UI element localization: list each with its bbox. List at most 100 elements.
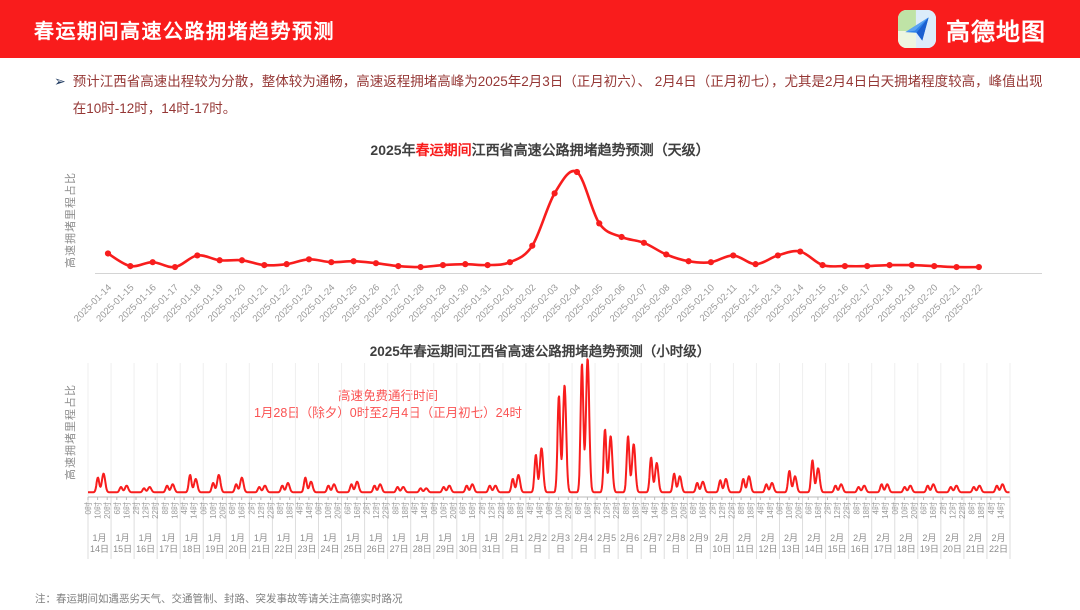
date-label: 1月 29日 (436, 533, 455, 554)
daily-x-tick-labels: 2025-01-142025-01-152025-01-162025-01-17… (72, 282, 985, 324)
daily-data-point (238, 257, 246, 264)
hour-tick-label: 0时 (198, 502, 208, 514)
date-label: 2月 18日 (897, 533, 916, 554)
daily-data-point (752, 261, 759, 268)
page-title: 春运期间高速公路拥堵趋势预测 (34, 20, 335, 43)
hour-tick-label: 10时 (899, 502, 909, 519)
daily-data-point (283, 261, 290, 268)
hour-tick-label: 2时 (246, 502, 256, 514)
daily-title-highlight: 春运期间 (415, 142, 472, 158)
brand-name: 高德地图 (946, 18, 1046, 46)
hour-tick-label: 8时 (967, 502, 977, 514)
hour-tick-label: 22时 (611, 502, 621, 519)
date-label: 1月 27日 (390, 533, 409, 554)
daily-data-point (931, 262, 938, 270)
date-label: 1月 17日 (159, 533, 178, 554)
hour-tick-label: 20时 (333, 502, 343, 519)
daily-data-point (774, 252, 782, 259)
hour-tick-label: 10时 (669, 502, 679, 519)
date-label: 2月 17日 (874, 533, 893, 554)
hour-tick-label: 4时 (525, 502, 535, 514)
date-label: 2月 16日 (851, 533, 870, 554)
date-label: 2月7 日 (643, 533, 662, 554)
hour-tick-label: 18时 (400, 502, 410, 519)
daily-data-point (529, 242, 536, 249)
daily-data-point (640, 239, 648, 246)
date-label: 2月 19日 (920, 533, 939, 554)
hour-tick-label: 10时 (323, 502, 333, 519)
hour-tick-label: 2时 (823, 502, 833, 514)
hour-tick-label: 12时 (832, 502, 842, 519)
daily-data-point (551, 190, 558, 197)
daily-data-point (953, 263, 960, 271)
daily-data-point (216, 257, 223, 264)
hour-tick-label: 4时 (755, 502, 765, 514)
summary-text: 预计江西省高速出程较为分散，整体较为通畅，高速返程拥堵高峰为2025年2月3日（… (72, 74, 1043, 116)
footer-note: 注：春运期间如遇恶劣天气、交通管制、封路、突发事故等请关注高德实时路况 (35, 593, 403, 605)
date-label: 2月2 日 (528, 533, 547, 554)
hour-tick-label: 6时 (112, 502, 122, 514)
hour-tick-label: 16时 (352, 502, 362, 519)
daily-data-point (730, 252, 737, 259)
hour-tick-label: 16时 (698, 502, 708, 519)
hour-tick-label: 22时 (842, 502, 852, 519)
hour-tick-label: 20时 (909, 502, 919, 519)
header-bar: 春运期间高速公路拥堵趋势预测 高德地图 (0, 0, 1080, 58)
hour-tick-label: 6时 (803, 502, 813, 514)
daily-data-point (886, 262, 893, 269)
hour-tick-label: 14时 (650, 502, 660, 519)
daily-data-point (439, 262, 447, 269)
daily-title-suffix: 江西省高速公路拥堵趋势预测（天级） (471, 142, 710, 158)
hour-tick-label: 20时 (102, 502, 112, 519)
date-label: 1月 15日 (113, 533, 132, 554)
daily-data-point (596, 220, 603, 227)
hour-tick-label: 10时 (438, 502, 448, 519)
hour-tick-label: 22时 (150, 502, 160, 519)
date-label: 2月1 日 (505, 533, 524, 554)
daily-data-point (573, 168, 581, 176)
hour-tick-label: 2时 (592, 502, 602, 514)
hour-tick-label: 14时 (304, 502, 314, 519)
hour-tick-label: 2时 (362, 502, 372, 514)
date-label: 2月5 日 (597, 533, 616, 554)
date-label: 2月 11日 (736, 533, 754, 554)
hour-tick-label: 8时 (506, 502, 516, 514)
date-label: 2月 20日 (943, 533, 962, 554)
hour-tick-label: 22时 (957, 502, 967, 519)
hour-tick-label: 8时 (390, 502, 400, 514)
hourly-chart-plot: 0时 10时 20时 6时 16时 2时 12时 22时 8时 18时 4时 14时 0时 10时 20时 6… (83, 358, 1011, 559)
hour-tick-label: 8时 (851, 502, 861, 514)
date-label: 1月 18日 (182, 533, 201, 554)
date-label: 2月4 日 (574, 533, 593, 554)
hourly-day-gridlines (87, 363, 1011, 559)
daily-data-point (104, 250, 112, 257)
hour-tick-label: 10时 (208, 502, 218, 519)
daily-data-point (194, 252, 201, 259)
hour-tick-label: 4时 (986, 502, 996, 514)
date-label: 2月9 日 (689, 533, 708, 554)
hour-tick-label: 6时 (688, 502, 698, 514)
daily-data-point (663, 251, 670, 258)
date-label: 1月 19日 (205, 533, 224, 554)
hour-tick-label: 20时 (794, 502, 804, 519)
date-label: 1月 31日 (482, 533, 501, 554)
hour-tick-label: 8时 (736, 502, 746, 514)
daily-data-point (819, 262, 826, 269)
hour-tick-label: 10时 (554, 502, 564, 519)
date-label: 1月 24日 (321, 533, 340, 554)
hour-tick-label: 16时 (121, 502, 131, 519)
hour-tick-label: 12时 (486, 502, 496, 519)
hour-tick-label: 16时 (467, 502, 477, 519)
daily-data-point (261, 262, 268, 269)
daily-data-point (864, 262, 871, 270)
hour-tick-label: 0时 (775, 502, 785, 514)
daily-data-point (908, 262, 915, 269)
daily-line-path (106, 169, 981, 269)
hour-tick-label: 18时 (630, 502, 640, 519)
daily-data-point (149, 259, 156, 266)
date-label: 2月 12日 (758, 533, 777, 554)
date-label: 1月 23日 (297, 533, 316, 554)
date-label: 2月 14日 (805, 533, 824, 554)
hour-tick-label: 6时 (227, 502, 237, 514)
